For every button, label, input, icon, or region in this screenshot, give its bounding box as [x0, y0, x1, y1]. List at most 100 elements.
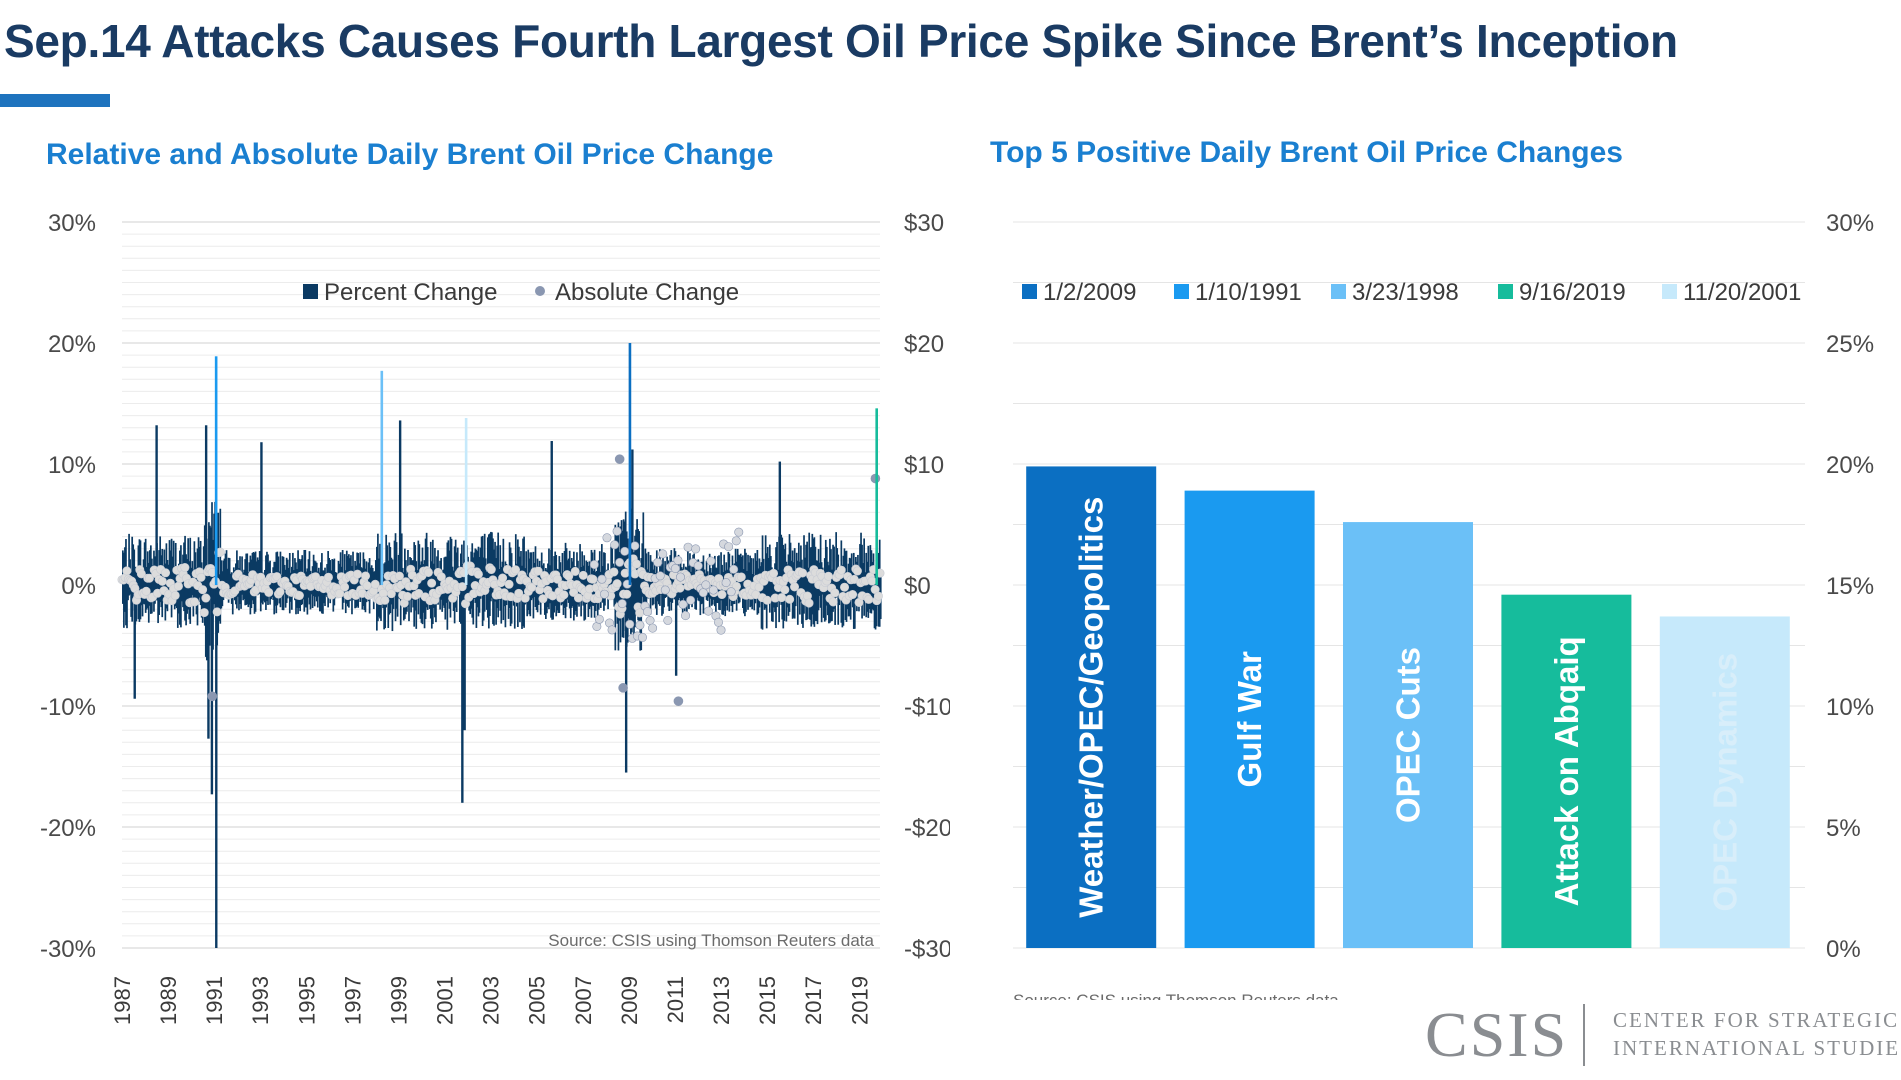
percent-change-bar	[318, 572, 321, 612]
percent-change-bar	[253, 553, 256, 614]
absolute-change-point	[144, 573, 154, 583]
percent-change-bar	[185, 554, 187, 626]
x-tick-year: 1987	[110, 976, 135, 1025]
absolute-change-point	[716, 625, 726, 635]
percent-change-bar	[188, 561, 191, 620]
absolute-change-point	[653, 557, 663, 567]
right-y-tick: $30	[904, 210, 944, 237]
absolute-change-point	[457, 582, 467, 592]
percent-change-bar	[393, 540, 396, 595]
percent-change-bar	[379, 543, 381, 619]
highlight-bars	[214, 343, 878, 585]
absolute-change-point	[323, 572, 333, 582]
percent-change-bar	[497, 532, 500, 618]
percent-change-bar	[400, 533, 403, 605]
absolute-change-point	[731, 581, 741, 591]
absolute-change-point	[713, 617, 723, 627]
absolute-change-point	[731, 536, 741, 546]
left-y-tick: 0%	[61, 573, 96, 600]
legend-swatch	[1174, 284, 1189, 299]
percent-change-bar	[471, 543, 474, 618]
percent-change-bar	[385, 534, 388, 608]
percent-change-bar	[218, 574, 221, 622]
y-tick: 20%	[1826, 452, 1874, 479]
percent-change-bar	[598, 551, 601, 598]
absolute-change-point	[635, 608, 645, 618]
percent-change-bar	[240, 573, 242, 609]
percent-extreme-bar	[260, 442, 263, 585]
absolute-change-point	[533, 566, 543, 576]
absolute-change-point	[840, 582, 850, 592]
absolute-change-point	[848, 590, 858, 600]
percent-change-bar	[483, 533, 486, 612]
percent-change-bar	[136, 569, 139, 595]
percent-change-bar	[469, 566, 472, 615]
percent-change-bar	[543, 573, 546, 615]
right-axis: 30% 25% 20% 15% 10% 5% 0%	[1826, 210, 1874, 963]
x-tick-year: 1999	[386, 976, 411, 1025]
percent-change-bar	[638, 531, 641, 626]
percent-extreme-bar	[463, 585, 466, 731]
percent-change-bar	[208, 522, 210, 605]
absolute-change-point	[867, 576, 877, 586]
bar	[1026, 466, 1157, 948]
bar-label: OPEC Cuts	[1390, 647, 1427, 823]
highlight-bar	[214, 356, 218, 585]
absolute-change-point	[769, 568, 779, 578]
absolute-change-point	[340, 582, 350, 592]
percent-change-bar	[137, 545, 140, 620]
percent-change-bar	[489, 533, 491, 617]
x-tick-year: 2005	[525, 976, 550, 1025]
legend-swatch	[1498, 284, 1513, 299]
left-gridlines	[122, 221, 880, 949]
logo-divider	[1583, 1004, 1585, 1066]
percent-change-bar	[840, 540, 843, 623]
absolute-change-point	[599, 589, 609, 599]
percent-change-bar	[847, 563, 850, 617]
percent-change-bar	[258, 551, 261, 594]
highlight-bar	[628, 343, 632, 585]
absolute-change-point	[380, 595, 390, 605]
percent-change-bar	[810, 547, 813, 627]
percent-change-bar	[438, 569, 440, 596]
absolute-change-point	[635, 620, 645, 630]
percent-extreme-bar	[215, 585, 218, 948]
percent-change-bar	[669, 555, 672, 603]
absolute-change-point	[683, 542, 693, 552]
percent-change-bar	[815, 560, 818, 622]
absolute-change-point	[762, 595, 772, 605]
csis-logo-word: CSIS	[1425, 999, 1569, 1070]
x-tick-year: 2013	[709, 976, 734, 1025]
percent-change-bar	[468, 574, 470, 611]
absolute-change-point	[754, 582, 764, 592]
absolute-change-point	[402, 592, 412, 602]
percent-change-bar	[181, 564, 183, 602]
legend-label-absolute: Absolute Change	[555, 279, 739, 306]
percent-extreme-bar	[204, 425, 208, 585]
highlight-bar	[464, 418, 468, 585]
percent-change-bar	[856, 561, 858, 612]
absolute-change-point	[570, 566, 580, 576]
absolute-change-point	[691, 544, 701, 554]
absolute-change-point	[212, 607, 222, 617]
x-tick-year: 2007	[571, 976, 596, 1025]
percent-extreme-bar	[398, 420, 402, 585]
x-tick-year: 2019	[847, 976, 872, 1025]
absolute-change-point	[670, 563, 680, 573]
legend-swatch	[1662, 284, 1677, 299]
percent-change-bar	[274, 561, 277, 606]
percent-change-bar	[270, 572, 272, 600]
percent-change-bar	[128, 533, 130, 596]
bar	[1659, 616, 1790, 948]
percent-change-bar	[590, 549, 593, 618]
absolute-change-point	[686, 595, 696, 605]
percent-change-bar	[369, 567, 372, 594]
legend-label: 9/16/2019	[1519, 279, 1626, 306]
percent-change-bar	[418, 544, 421, 594]
percent-change-bar	[549, 565, 551, 604]
percent-change-bar	[838, 568, 841, 606]
x-tick-year: 2011	[663, 976, 688, 1023]
percent-change-bar	[225, 550, 228, 597]
percent-change-bar	[553, 556, 555, 613]
absolute-change-point	[498, 573, 508, 583]
